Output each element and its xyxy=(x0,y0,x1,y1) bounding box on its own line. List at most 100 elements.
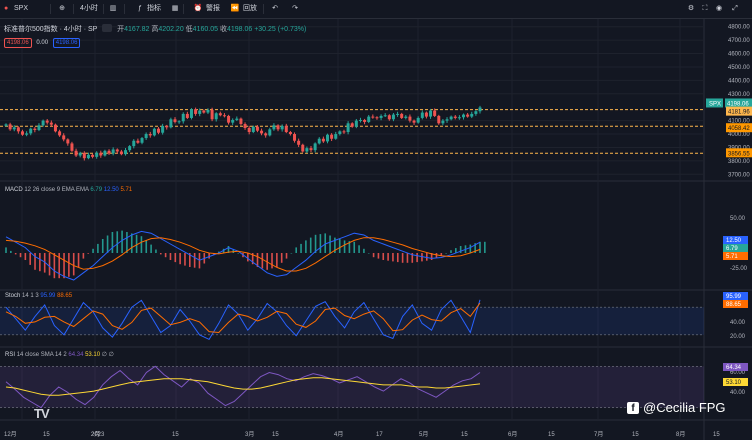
candle-body xyxy=(8,124,12,130)
candle-body xyxy=(103,150,107,156)
macd-histogram-bar xyxy=(126,232,128,253)
candle-body xyxy=(181,113,185,122)
fullscreen-icon[interactable]: ⛶ xyxy=(702,5,708,12)
macd-histogram-bar xyxy=(387,253,389,261)
chart-canvas[interactable]: 4800.00 4700.00 4600.00 4500.00 4400.00 4300.… xyxy=(0,19,752,440)
camera-icon[interactable]: ◉ xyxy=(715,5,723,12)
indicators-button[interactable]: 指标 xyxy=(147,5,161,12)
low-label: 低 xyxy=(185,26,193,33)
candle-body xyxy=(29,128,33,134)
candle-body xyxy=(25,133,29,135)
rsi-value-tag-label: 53.10 xyxy=(726,380,742,386)
rsi-legend: RSI 14 close SMA 14 2 64.34 53.10 ∅ ∅ xyxy=(5,351,114,358)
candle-body xyxy=(478,107,482,112)
candle-body xyxy=(338,131,342,135)
symbol-search-button[interactable]: SPX xyxy=(14,5,29,12)
candle-body xyxy=(37,125,41,131)
interval-button[interactable]: 4小时 xyxy=(80,5,98,12)
stoch-value-tag-label: 95.99 xyxy=(726,294,742,300)
stoch-d-line xyxy=(5,302,481,334)
candle-body xyxy=(49,122,53,125)
candle-body xyxy=(194,109,198,114)
macd-histogram-bar xyxy=(396,253,399,263)
time-axis-label: 15 xyxy=(713,432,720,438)
macd-histogram-bar xyxy=(367,253,370,254)
candle-body xyxy=(387,115,391,120)
candle-body xyxy=(437,115,441,124)
alert-icon[interactable]: ⏰ xyxy=(193,5,203,12)
rsi-value-tag xyxy=(723,363,748,371)
macd-histogram-bar xyxy=(237,253,239,254)
bar-style-icon[interactable]: ▥ xyxy=(109,5,117,12)
macd-histogram-bar xyxy=(338,239,341,253)
macd-histogram-bar xyxy=(300,243,302,253)
buy-button[interactable]: 4198.06 xyxy=(52,38,81,48)
stoch-name: Stoch xyxy=(5,293,21,299)
candle-body xyxy=(62,135,66,140)
undo-icon[interactable]: ↶ xyxy=(272,5,278,12)
candle-body xyxy=(433,110,437,116)
candle-body xyxy=(462,114,466,118)
macd-histogram-bar xyxy=(145,240,148,253)
price-tag xyxy=(726,106,752,116)
macd-histogram-bar xyxy=(97,243,99,253)
candle-body xyxy=(115,149,119,152)
macd-histogram-bar xyxy=(353,241,356,253)
candle-body xyxy=(276,125,280,130)
rsi-sma-value: 53.10 xyxy=(85,352,101,358)
macd-value-tag-label: 12.50 xyxy=(726,238,742,244)
expand-icon[interactable]: ⤢ xyxy=(732,5,738,12)
stoch-tick-label: 20.00 xyxy=(730,334,746,340)
candle-body xyxy=(128,146,132,151)
time-axis-label: 15 xyxy=(172,432,179,438)
price-tick-label: 4100.00 xyxy=(728,119,750,125)
macd-histogram-bar xyxy=(227,246,230,253)
candle-body xyxy=(243,123,247,129)
macd-histogram-bar xyxy=(135,234,138,253)
price-tag xyxy=(726,123,752,133)
close-label: 收 xyxy=(219,26,227,33)
macd-histogram-bar xyxy=(479,241,481,253)
macd-histogram-bar xyxy=(295,247,298,253)
macd-histogram-bar xyxy=(329,235,331,253)
replay-icon[interactable]: ⏪ xyxy=(230,5,240,12)
candle-body xyxy=(161,125,165,133)
layout-icon[interactable]: ▦ xyxy=(171,5,179,12)
macd-histogram-bar xyxy=(174,253,177,263)
replay-button[interactable]: 回放 xyxy=(243,5,257,12)
candle-body xyxy=(313,143,317,151)
chart-header: 标准普尔500指数 · 4小时 · SP 开4167.82 高4202.20 低… xyxy=(4,24,306,34)
macd-histogram-bar xyxy=(324,233,327,253)
stoch-legend: Stoch 14 1 3 95.99 88.65 xyxy=(5,293,72,299)
candle-body xyxy=(358,119,362,121)
stoch-k-value: 95.99 xyxy=(40,293,56,299)
macd-histogram-bar xyxy=(116,231,119,253)
macd-histogram-bar xyxy=(140,236,143,253)
alert-button[interactable]: 警报 xyxy=(206,5,220,12)
settings-icon[interactable]: ⚙ xyxy=(687,5,695,12)
macd-histogram-bar xyxy=(150,244,152,253)
macd-histogram-bar xyxy=(218,251,220,253)
candle-body xyxy=(111,149,115,154)
macd-histogram-bar xyxy=(372,253,375,258)
candle-body xyxy=(45,120,49,123)
tradingview-logo: TV xyxy=(34,406,50,421)
macd-histogram-bar xyxy=(455,248,457,253)
visibility-icon[interactable] xyxy=(102,24,113,32)
time-axis-label: 2023 xyxy=(91,432,105,438)
stoch-k-line xyxy=(5,299,481,341)
candle-body xyxy=(12,127,16,130)
candle-body xyxy=(99,152,103,156)
facebook-icon: f xyxy=(627,402,639,414)
add-symbol-icon[interactable]: ⊕ xyxy=(59,5,65,12)
macd-histogram-bar xyxy=(34,253,36,270)
candle-body xyxy=(268,129,272,136)
macd-histogram-bar xyxy=(58,253,61,279)
open-value: 4167.82 xyxy=(124,26,150,33)
stoch-value-tag xyxy=(723,292,748,300)
candle-body xyxy=(441,120,445,124)
indicators-icon[interactable]: ƒ xyxy=(138,5,142,12)
sell-button[interactable]: 4198.06 xyxy=(4,38,32,48)
candle-body xyxy=(255,126,259,131)
redo-icon[interactable]: ↷ xyxy=(292,5,298,12)
